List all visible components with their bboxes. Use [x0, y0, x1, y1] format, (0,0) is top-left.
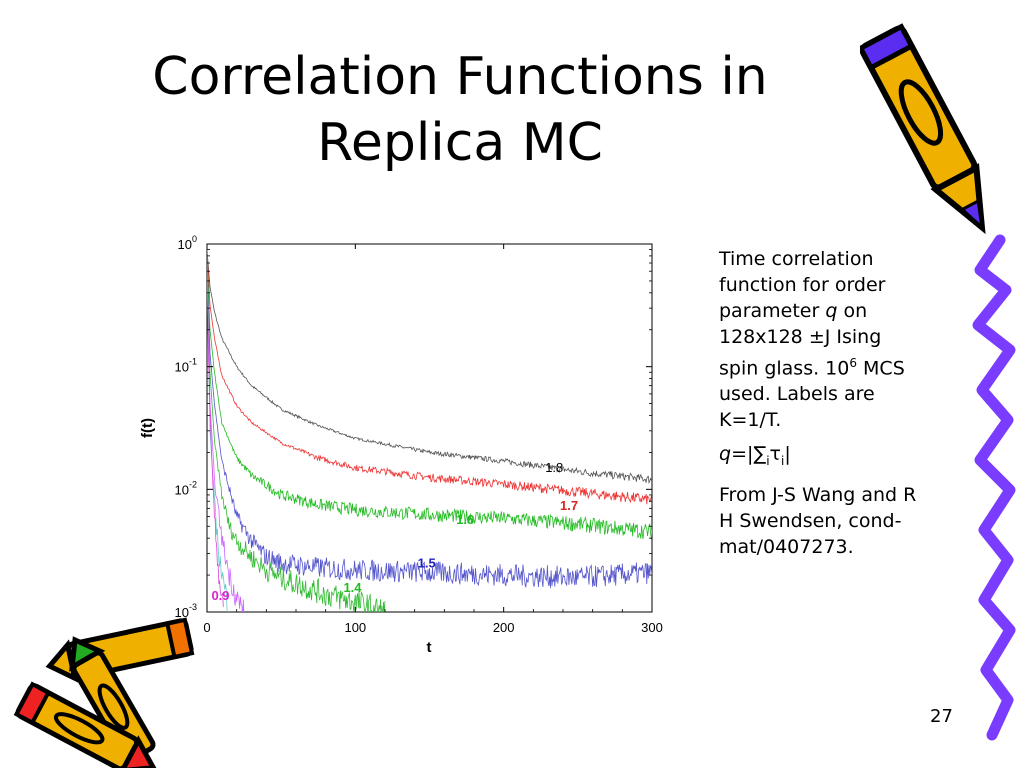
slide-title-line-2: Replica MC: [317, 113, 603, 173]
x-axis-label: t: [427, 639, 432, 656]
description-paragraph: Time correlation function for order para…: [719, 248, 905, 432]
y-tick-label: 100: [178, 234, 197, 252]
series-line-0: [207, 249, 652, 485]
series-line-2: [207, 255, 652, 540]
purple-crayon-scribble-icon: [972, 234, 1016, 741]
slide-title: Correlation Functions in Replica MC: [60, 44, 860, 176]
correlation-chart: 0 100 200 300 100 10-1 10-2 10-3 1.8 1.7 1.6 1.5 1.…: [139, 234, 663, 656]
series-line-4: [207, 262, 386, 612]
x-tick-label: 100: [344, 620, 366, 635]
formula-paragraph: q=|∑iτi|: [719, 443, 791, 469]
exponent: 6: [849, 356, 857, 370]
x-tick-label: 200: [493, 620, 515, 635]
series-line-3: [207, 259, 652, 589]
plot-frame: [206, 243, 653, 613]
slide-title-line-1: Correlation Functions in: [152, 47, 768, 107]
series-line-1: [207, 252, 652, 505]
series-label: 1.8: [545, 460, 563, 475]
series-label: 1.5: [418, 556, 436, 571]
series-label: 1.4: [343, 580, 362, 595]
y-tick-label: 10-2: [175, 479, 197, 497]
series-label: 1.7: [560, 498, 578, 513]
page-number: 27: [930, 706, 953, 727]
x-tick-label: 0: [203, 620, 210, 635]
crayon-clipart-top-right-icon: [860, 23, 986, 235]
q-symbol: q: [825, 300, 838, 322]
source-paragraph: From J-S Wang and R H Swendsen, cond-mat…: [719, 484, 917, 559]
series-label: 0.9: [211, 588, 229, 603]
series-line-5: [207, 262, 245, 612]
y-axis-label: f(t): [139, 418, 156, 438]
crayons-clipart-bottom-left-icon: [13, 617, 195, 768]
series-line-7: [207, 262, 224, 607]
description-panel: Time correlation function for order para…: [719, 246, 919, 568]
series-label: 1.6: [456, 512, 474, 527]
y-tick-label: 10-3: [175, 602, 197, 620]
x-tick-label: 300: [641, 620, 663, 635]
y-tick-label: 10-1: [175, 357, 197, 375]
